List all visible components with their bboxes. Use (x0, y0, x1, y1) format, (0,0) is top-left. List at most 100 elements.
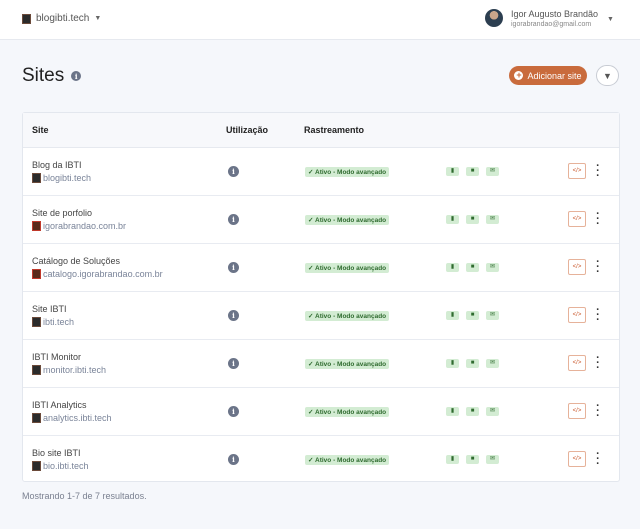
table-row: IBTI Analytics analytics.ibti.tech i ✓ A… (23, 388, 619, 436)
results-count: Mostrando 1-7 de 7 resultados. (22, 491, 147, 501)
mouse-icon: ▮ (446, 455, 459, 464)
site-url[interactable]: bio.ibti.tech (32, 461, 89, 471)
video-icon: ■ (466, 407, 479, 416)
site-name: IBTI Analytics (32, 400, 87, 410)
code-snippet-button[interactable]: </> (568, 307, 586, 323)
site-url[interactable]: igorabrandao.com.br (32, 221, 126, 231)
site-url-text[interactable]: catalogo.igorabrandao.com.br (43, 269, 163, 279)
status-badge: ✓ Ativo - Modo avançado (305, 311, 390, 321)
site-favicon-icon (32, 461, 41, 471)
site-url-text[interactable]: analytics.ibti.tech (43, 413, 112, 423)
column-header-usage: Utilização (226, 125, 269, 135)
usage-info-icon[interactable]: i (228, 166, 239, 177)
code-snippet-button[interactable]: </> (568, 163, 586, 179)
status-badge: ✓ Ativo - Modo avançado (305, 359, 390, 369)
site-favicon-icon (32, 221, 41, 231)
status-badge: ✓ Ativo - Modo avançado (305, 407, 390, 417)
site-url[interactable]: blogibti.tech (32, 173, 91, 183)
envelope-icon: ✉ (486, 311, 499, 320)
top-bar: blogibti.tech ▼ Igor Augusto Brandão igo… (0, 0, 640, 40)
column-header-site: Site (32, 125, 49, 135)
mouse-icon: ▮ (446, 311, 459, 320)
video-icon: ■ (466, 455, 479, 464)
video-icon: ■ (466, 215, 479, 224)
code-snippet-button[interactable]: </> (568, 259, 586, 275)
site-favicon-icon (32, 317, 41, 327)
usage-info-icon[interactable]: i (228, 214, 239, 225)
usage-info-icon[interactable]: i (228, 310, 239, 321)
video-icon: ■ (466, 167, 479, 176)
more-options-icon[interactable]: · · · (596, 400, 600, 422)
envelope-icon: ✉ (486, 263, 499, 272)
video-icon: ■ (466, 359, 479, 368)
site-favicon-icon (32, 365, 41, 375)
video-icon: ■ (466, 311, 479, 320)
more-options-icon[interactable]: · · · (596, 448, 600, 470)
site-url[interactable]: monitor.ibti.tech (32, 365, 106, 375)
site-url-text[interactable]: igorabrandao.com.br (43, 221, 127, 231)
sites-table: Site Utilização Rastreamento Blog da IBT… (22, 112, 620, 482)
status-badge: ✓ Ativo - Modo avançado (305, 263, 390, 273)
chevron-down-icon: ▼ (94, 15, 102, 22)
add-site-button[interactable]: + Adicionar site (509, 66, 587, 85)
site-url[interactable]: catalogo.igorabrandao.com.br (32, 269, 163, 279)
page-title-text: Sites (22, 65, 65, 86)
status-badge: ✓ Ativo - Modo avançado (305, 215, 390, 225)
code-snippet-button[interactable]: </> (568, 211, 586, 227)
envelope-icon: ✉ (486, 407, 499, 416)
status-badge: ✓ Ativo - Modo avançado (305, 455, 390, 465)
table-row: Site de porfolio igorabrandao.com.br i ✓… (23, 196, 619, 244)
user-menu[interactable]: Igor Augusto Brandão igorabrandao@gmail.… (485, 9, 598, 28)
site-name: IBTI Monitor (32, 352, 82, 362)
envelope-icon: ✉ (486, 455, 499, 464)
envelope-icon: ✉ (486, 167, 499, 176)
more-options-icon[interactable]: · · · (596, 208, 600, 230)
info-icon[interactable]: i (71, 71, 82, 81)
mouse-icon: ▮ (446, 359, 459, 368)
code-snippet-button[interactable]: </> (568, 355, 586, 371)
more-options-icon[interactable]: · · · (596, 304, 600, 326)
site-url-text[interactable]: ibti.tech (43, 317, 75, 327)
site-url-text[interactable]: monitor.ibti.tech (43, 365, 107, 375)
site-selector[interactable]: blogibti.tech ▼ (22, 13, 101, 24)
video-icon: ■ (466, 263, 479, 272)
mouse-icon: ▮ (446, 167, 459, 176)
usage-info-icon[interactable]: i (228, 454, 239, 465)
status-badge: ✓ Ativo - Modo avançado (305, 167, 390, 177)
site-favicon-icon (32, 173, 41, 183)
code-snippet-button[interactable]: </> (568, 451, 586, 467)
usage-info-icon[interactable]: i (228, 262, 239, 273)
site-favicon-icon (22, 13, 31, 24)
more-options-icon[interactable]: · · · (596, 256, 600, 278)
site-url-text[interactable]: blogibti.tech (43, 173, 92, 183)
filter-button[interactable]: ▼ (596, 65, 619, 86)
table-row: IBTI Monitor monitor.ibti.tech i ✓ Ativo… (23, 340, 619, 388)
site-selector-label: blogibti.tech (36, 13, 90, 24)
site-name: Site de porfolio (32, 208, 93, 218)
more-options-icon[interactable]: · · · (596, 352, 600, 374)
site-url-text[interactable]: bio.ibti.tech (43, 461, 89, 471)
site-name: Blog da IBTI (32, 160, 82, 170)
site-favicon-icon (32, 413, 41, 423)
usage-info-icon[interactable]: i (228, 406, 239, 417)
code-snippet-button[interactable]: </> (568, 403, 586, 419)
user-email: igorabrandao@gmail.com (511, 21, 592, 28)
more-options-icon[interactable]: · · · (596, 160, 600, 182)
plus-circle-icon: + (514, 70, 524, 80)
mouse-icon: ▮ (446, 407, 459, 416)
usage-info-icon[interactable]: i (228, 358, 239, 369)
envelope-icon: ✉ (486, 215, 499, 224)
filter-icon: ▼ (603, 70, 612, 81)
site-url[interactable]: analytics.ibti.tech (32, 413, 112, 423)
table-row: Blog da IBTI blogibti.tech i ✓ Ativo - M… (23, 148, 619, 196)
table-row: Catálogo de Soluções catalogo.igorabrand… (23, 244, 619, 292)
column-header-tracking: Rastreamento (304, 125, 365, 135)
site-url[interactable]: ibti.tech (32, 317, 74, 327)
table-header: Site Utilização Rastreamento (23, 113, 619, 148)
site-name: Bio site IBTI (32, 448, 81, 458)
page-title: Sites i (22, 65, 82, 87)
table-row: Site IBTI ibti.tech i ✓ Ativo - Modo ava… (23, 292, 619, 340)
chevron-down-icon[interactable]: ▼ (607, 16, 614, 23)
add-site-label: Adicionar site (527, 70, 582, 81)
site-name: Catálogo de Soluções (32, 256, 121, 266)
